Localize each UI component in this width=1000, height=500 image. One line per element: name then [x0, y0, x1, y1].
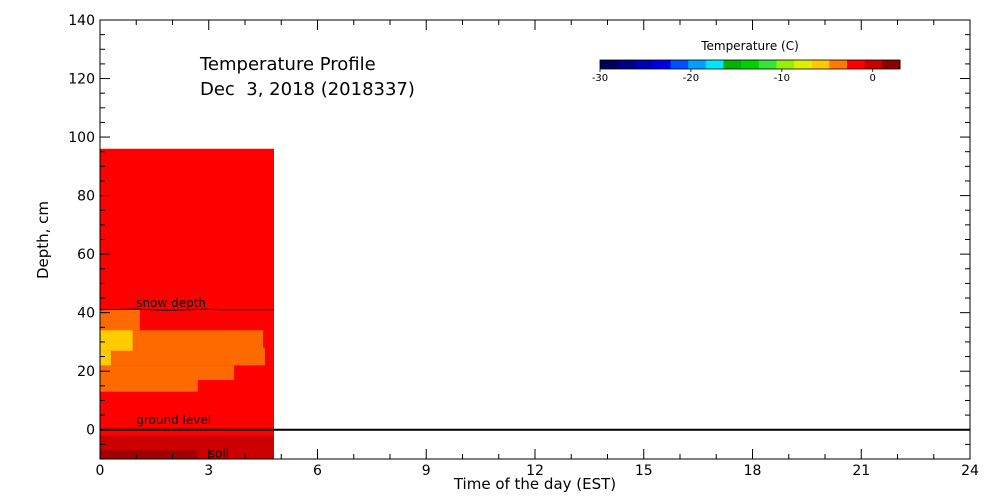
y-tick-label: 60: [77, 247, 95, 263]
heatmap-cell-0: [100, 148, 274, 460]
x-tick-label: 3: [204, 463, 213, 479]
colorbar-swatches: [600, 60, 901, 69]
chart-title: Temperature Profile: [199, 54, 376, 75]
y-tick-labels: 0 20 40 60 80 100 120 140: [68, 13, 95, 439]
colorbar-tick-label: -20: [683, 73, 699, 84]
colorbar-frame: [599, 59, 901, 70]
colorbar-swatch: [811, 60, 830, 69]
colorbar-swatch: [600, 60, 619, 69]
colorbar-ticks: -30 -20 -10 0: [592, 69, 876, 84]
colorbar-swatch: [617, 60, 636, 69]
x-tick-label: 12: [526, 463, 544, 479]
y-tick-label: 0: [86, 423, 95, 439]
colorbar-swatch: [741, 60, 760, 69]
colorbar-swatch: [758, 60, 777, 69]
colorbar-swatch: [723, 60, 742, 69]
colorbar-tick-label: -10: [774, 73, 790, 84]
y-tick-label: 120: [68, 72, 95, 88]
heatmap-cell-5: [100, 347, 265, 366]
ground-level-label: ground level: [136, 413, 211, 427]
colorbar-tick-label: -30: [592, 73, 608, 84]
profile-lines: [99, 308, 970, 431]
colorbar-swatch: [705, 60, 725, 69]
soil-label: soil: [209, 447, 229, 461]
y-tick-label: 40: [77, 306, 95, 322]
axis-ticks: [99, 19, 971, 460]
x-tick-labels: 0 3 6 9 12 15 18 21 24: [96, 463, 979, 479]
y-tick-label: 80: [77, 189, 95, 205]
colorbar-swatch: [864, 60, 883, 69]
x-tick-label: 9: [422, 463, 431, 479]
y-tick-label: 140: [68, 13, 95, 29]
x-axis-title: Time of the day (EST): [453, 475, 616, 493]
snow-depth-label: snow depth: [136, 296, 206, 310]
colorbar-swatch: [670, 60, 689, 69]
heatmap-cell-2: [100, 450, 198, 459]
y-tick-label: 100: [68, 130, 95, 146]
chart-subtitle: Dec 3, 2018 (2018337): [200, 79, 415, 100]
heatmap-cell-7: [100, 379, 198, 392]
x-tick-label: 24: [961, 463, 979, 479]
colorbar-swatch: [829, 60, 848, 69]
x-tick-label: 15: [635, 463, 653, 479]
x-tick-label: 18: [744, 463, 762, 479]
colorbar-swatch: [847, 60, 866, 69]
colorbar-swatch: [688, 60, 707, 69]
heatmap-cell-8: [100, 330, 133, 351]
heatmap-cell-4: [100, 330, 264, 351]
colorbar-tick-label: 0: [870, 73, 876, 84]
heatmap-cell-6: [100, 365, 235, 380]
y-axis-title: Depth, cm: [34, 201, 52, 279]
heatmap-cell-3: [100, 309, 140, 331]
colorbar-title: Temperature (C): [700, 39, 799, 53]
x-tick-label: 0: [96, 463, 105, 479]
heatmap-cell-9: [100, 350, 111, 366]
temperature-colorbar: Temperature (C) -30 -20 -10 0: [592, 39, 901, 84]
colorbar-swatch: [635, 60, 654, 69]
colorbar-swatch: [652, 60, 672, 69]
colorbar-swatch: [882, 60, 901, 69]
x-tick-label: 21: [852, 463, 870, 479]
snow-depth-line: [99, 308, 274, 311]
colorbar-swatch: [776, 60, 795, 69]
x-tick-label: 6: [313, 463, 322, 479]
y-tick-label: 20: [77, 364, 95, 380]
annotations: snow depth ground level soil: [136, 296, 229, 461]
heatmap-cells: [100, 148, 274, 460]
colorbar-swatch: [794, 60, 813, 69]
